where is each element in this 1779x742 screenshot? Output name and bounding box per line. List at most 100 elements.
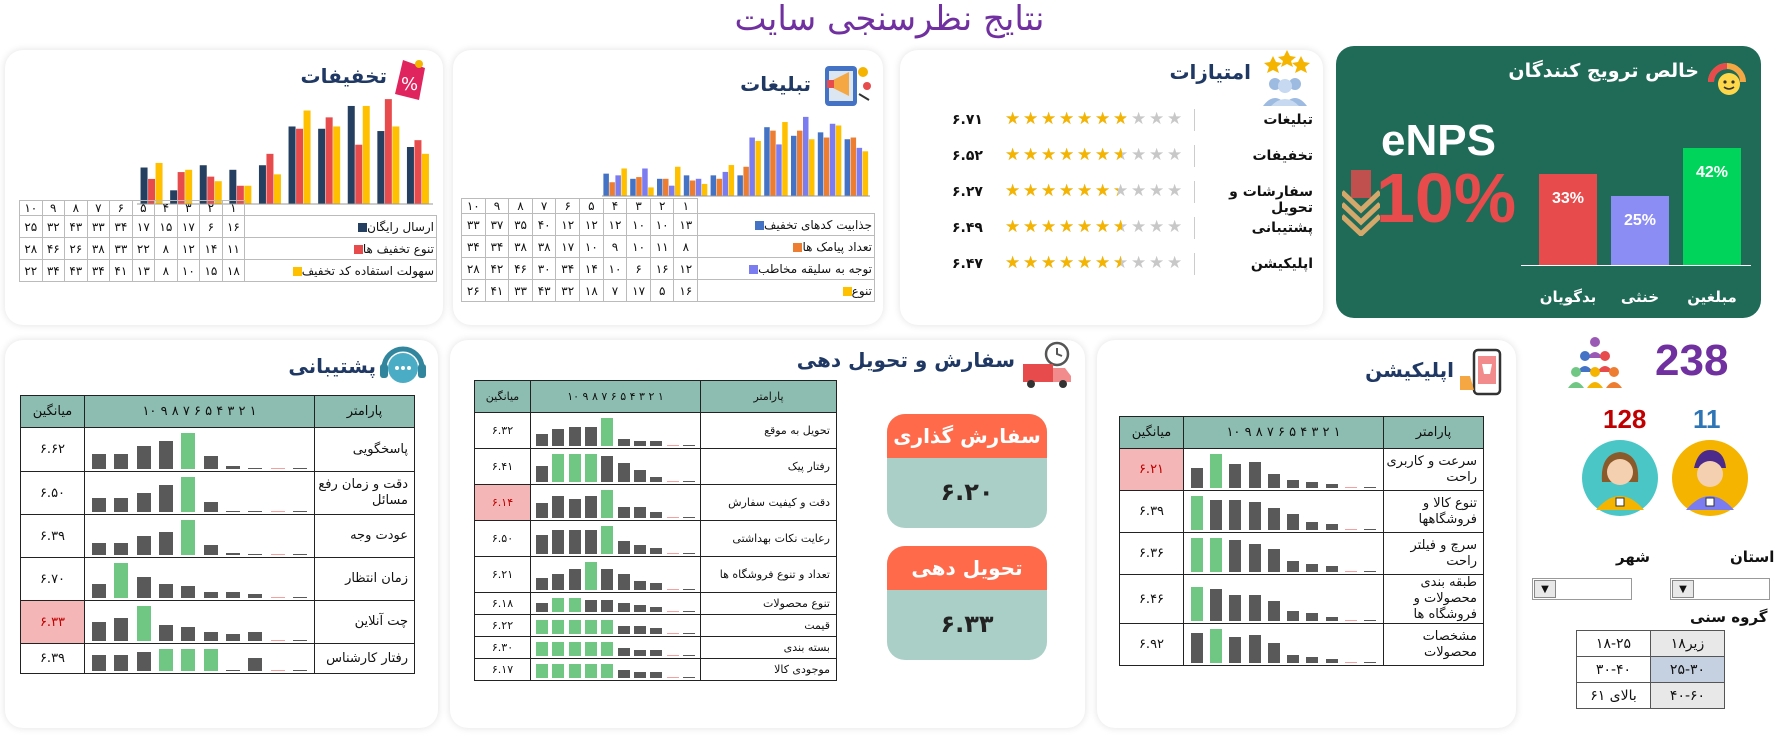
order-summary-pill: سفارش گذاری ۶.۲۰ — [887, 414, 1047, 528]
table-cell: ۳۴ — [555, 257, 581, 280]
legend-swatch — [749, 264, 759, 274]
chevron-down-icon[interactable]: ▼ — [1534, 580, 1556, 598]
distribution-bar — [225, 552, 240, 555]
chart-bar — [333, 126, 341, 204]
table-cell: ۱۷ — [626, 279, 651, 302]
distribution-bar — [292, 511, 307, 512]
chart-bar — [817, 132, 824, 196]
age-option[interactable]: ۳۰-۴۰ — [1576, 656, 1651, 683]
table-cell: ۳۸ — [86, 237, 111, 260]
chart-bar — [657, 178, 663, 196]
age-option[interactable]: ۲۵-۳۰ — [1650, 656, 1725, 683]
chart-bar — [728, 165, 735, 196]
avg-value: ۶.۹۲ — [1119, 623, 1184, 666]
param-label: چت آنلاین — [314, 600, 415, 644]
distribution-bars — [531, 593, 700, 614]
distribution-bar — [270, 554, 285, 555]
column-label: ۶ — [109, 200, 133, 216]
distribution-bar — [617, 602, 630, 612]
table-cell: ۲۲ — [19, 259, 43, 282]
rating-value: ۶.۴۹ — [952, 220, 983, 236]
distribution-bar — [1306, 482, 1319, 488]
chevron-down-icon[interactable]: ▼ — [1672, 580, 1694, 598]
distribution-bar — [536, 534, 549, 554]
star-icon: ★★ — [1095, 253, 1113, 273]
table-cell: ۲۶ — [64, 237, 88, 260]
age-option[interactable]: بالای ۶۱ — [1576, 682, 1651, 709]
distribution-bar — [248, 658, 263, 671]
city-select[interactable]: ▼ — [1532, 578, 1632, 600]
table-cell: ۱۰ — [579, 235, 604, 258]
star-fill: ★ — [1041, 145, 1057, 165]
distribution-bar — [181, 649, 196, 671]
star-icon: ★★ — [1059, 109, 1077, 129]
chart-bar — [244, 185, 252, 204]
chart-bar — [749, 137, 755, 196]
star-fill: ★ — [1005, 217, 1021, 237]
distribution-bar — [1287, 655, 1300, 663]
age-option[interactable]: زیر۱۸ — [1650, 630, 1725, 657]
chart-bar — [377, 131, 385, 204]
legend-swatch — [793, 242, 803, 252]
table-header-row: ۱۰ ۹ ۸ ۷ ۶ ۵ ۴ ۳ ۲ ۱ — [461, 198, 875, 214]
province-select[interactable]: ▼ — [1670, 578, 1770, 600]
param-label: موجودی کالا — [700, 658, 837, 681]
support-table: پارامتر ۱ ۲ ۳ ۴ ۵ ۶ ۷ ۸ ۹ ۱۰ میانگین پاسخگو… — [20, 395, 415, 674]
series-label: توجه به سلیقه مخاطب — [697, 257, 875, 280]
table-corner — [698, 199, 875, 214]
chart-bar — [663, 178, 669, 196]
distribution-bar — [536, 502, 549, 518]
avg-value: ۶.۳۰ — [474, 636, 531, 659]
distribution-bar — [1248, 502, 1261, 530]
table-row: ۲۵ ۳۲ ۴۳ ۳۳ ۳۴ ۱۷ ۱۵ ۱۷ ۶ ۱۶ ارسال رایگان — [19, 215, 437, 238]
avg-value: ۶.۵۰ — [474, 520, 531, 557]
discounts-table: ۱۰ ۹ ۸ ۷ ۶ ۵ ۴ ۳ ۲ ۱ ۲۵ ۳۲ ۴۳ ۳۳ ۳۴ ۱۷ ۱۵ ۱۷ ۶ ۱۶ ارسال رایگ… — [19, 200, 437, 282]
star-icon: ★★ — [1059, 181, 1077, 201]
param-label: پاسخگویی — [314, 427, 415, 472]
distribution-bar — [601, 418, 614, 446]
distribution-bar — [585, 530, 598, 554]
table-row: قیمت ۶.۲۲ — [474, 614, 837, 637]
rating-stars: ★★★★★★★★★★★★★★★★★ — [1005, 217, 1195, 239]
distribution-bars — [531, 615, 700, 636]
distribution-bar — [568, 426, 581, 446]
distribution-bar — [552, 454, 565, 482]
chart-bar — [621, 168, 627, 196]
chart-bar — [782, 122, 788, 196]
table-cell: ۱۳ — [673, 213, 699, 236]
distribution-bar — [1248, 544, 1261, 572]
distribution-bars — [531, 449, 700, 484]
table-cell: ۸ — [154, 237, 178, 260]
distribution-bars — [531, 413, 700, 448]
chart-bar — [148, 178, 156, 204]
male-avatar-icon — [1672, 440, 1748, 516]
table-cell: ۱۱ — [649, 235, 675, 258]
distribution-bar — [159, 441, 174, 469]
chart-bar — [743, 166, 749, 196]
age-option[interactable]: ۱۸-۲۵ — [1576, 630, 1651, 657]
star-fill: ★ — [1005, 109, 1021, 129]
star-icon: ★ — [1131, 145, 1147, 165]
orders-title: سفارش و تحویل دهی — [796, 348, 1015, 372]
param-label: تعداد و تنوع فروشگاه ها — [700, 556, 837, 593]
ads-table: ۱۰ ۹ ۸ ۷ ۶ ۵ ۴ ۳ ۲ ۱ ۳۳ ۳۷ ۳۵ ۴۰ ۱۲ ۱۲ ۱۲ ۱۰ ۱۰ ۱۳ جذابیت کد… — [461, 198, 875, 302]
distribution-bar — [181, 433, 196, 469]
nps-axis-line — [1521, 265, 1751, 266]
table-cell: ۶ — [199, 215, 223, 238]
distribution-bar — [1364, 571, 1377, 572]
table-row: موجودی کالا ۶.۱۷ — [474, 658, 837, 681]
star-fill: ★ — [1023, 253, 1039, 273]
chart-bar — [414, 140, 422, 204]
age-option[interactable]: ۴۰-۶۰ — [1650, 682, 1725, 709]
distribution-cell — [530, 484, 701, 521]
legend-swatch — [754, 220, 764, 230]
nps-bar: 33% — [1539, 173, 1597, 266]
distribution-bar — [1325, 565, 1338, 572]
distribution-bar — [552, 496, 565, 518]
distribution-bar — [1325, 659, 1338, 663]
app-table: پارامتر ۱ ۲ ۳ ۴ ۵ ۶ ۷ ۸ ۹ ۱۰ میانگین سرعت و… — [1119, 416, 1484, 666]
distribution-bar — [650, 672, 663, 678]
chart-bar — [835, 125, 842, 196]
chart-bar — [675, 166, 681, 196]
distribution-bar — [682, 445, 695, 446]
